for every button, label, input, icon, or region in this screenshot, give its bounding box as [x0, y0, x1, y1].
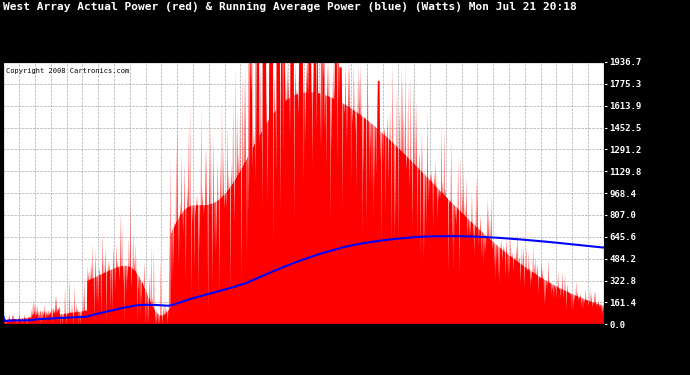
- Text: Copyright 2008 Cartronics.com: Copyright 2008 Cartronics.com: [6, 68, 130, 74]
- Text: West Array Actual Power (red) & Running Average Power (blue) (Watts) Mon Jul 21 : West Array Actual Power (red) & Running …: [3, 2, 578, 12]
